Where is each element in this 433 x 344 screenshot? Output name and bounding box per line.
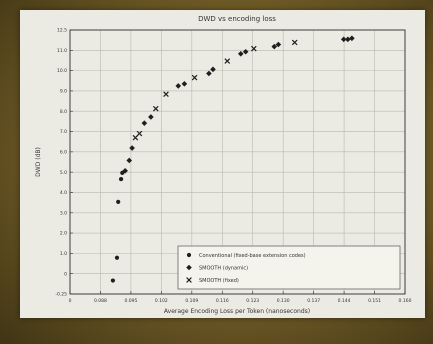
data-point-cross	[224, 58, 231, 64]
y-tick-label: 12.5	[57, 28, 67, 34]
data-point-diamond	[181, 81, 188, 87]
data-point-dot	[114, 255, 120, 260]
y-tick-label: -0.25	[55, 292, 67, 298]
chart-title: DWD vs encoding loss	[198, 15, 276, 23]
legend-label: SMOOTH (fixed)	[199, 278, 239, 284]
data-point-diamond	[126, 157, 133, 164]
legend-entry: SMOOTH (fixed)	[186, 277, 239, 284]
x-tick-label: 0.151	[368, 298, 381, 304]
y-tick-label: 10.0	[57, 68, 67, 74]
data-point-cross	[291, 39, 298, 46]
x-tick-label: 0.109	[185, 298, 198, 304]
legend-marker-cross	[186, 277, 192, 283]
data-point-dot	[120, 170, 125, 175]
data-point-diamond	[206, 70, 212, 77]
x-tick-label: 0.144	[338, 298, 351, 304]
legend-label: SMOOTH (dynamic)	[199, 266, 248, 272]
x-tick-label: 0.116	[216, 298, 229, 304]
y-tick-label: 1.0	[60, 251, 67, 257]
y-tick-label: 2.0	[60, 231, 67, 237]
data-point-cross	[251, 45, 257, 52]
data-point-diamond	[141, 120, 148, 126]
data-point-diamond	[175, 83, 182, 89]
y-axis-label: DWD (dB)	[35, 147, 42, 177]
y-tick-label: 0	[64, 271, 67, 277]
x-tick-label: 0.137	[307, 298, 320, 304]
data-point-cross	[132, 134, 139, 141]
data-points	[110, 35, 355, 283]
y-tick-label: 5.0	[60, 170, 67, 176]
data-point-diamond	[148, 114, 154, 120]
data-point-diamond	[242, 48, 249, 55]
legend-box	[177, 245, 401, 290]
data-point-dot	[118, 176, 124, 182]
data-point-diamond	[345, 36, 351, 43]
y-tick-label: 6.0	[60, 149, 67, 155]
series-diamond	[122, 35, 355, 174]
legend-label: Conventional (fixed-base extension codes…	[199, 253, 306, 259]
x-tick-label: 0.130	[277, 298, 290, 304]
x-tick-label: 0	[69, 298, 72, 304]
legend-marker-dot	[186, 252, 192, 258]
data-point-dot	[116, 199, 121, 204]
grid-lines	[70, 30, 405, 294]
plot-frame	[69, 29, 406, 295]
chart-figure: DWD vs encoding loss 0 0.088 0.095 0.102 0.1…	[20, 10, 425, 318]
legend-entry: SMOOTH (dynamic)	[186, 264, 248, 272]
data-point-diamond	[275, 41, 282, 48]
data-point-diamond	[349, 35, 355, 42]
y-tick-label: 4.0	[60, 190, 67, 196]
y-tick-label: 3.0	[60, 210, 67, 216]
scatter-chart: DWD vs encoding loss 0 0.088 0.095 0.102 0.1…	[35, 15, 412, 315]
x-tick-label: 0.095	[124, 298, 137, 304]
x-axis-ticks: 0 0.088 0.095 0.102 0.109 0.116 0.123 0.130 0.13…	[69, 291, 412, 304]
data-point-diamond	[271, 43, 278, 50]
data-point-cross	[136, 130, 143, 137]
y-tick-label: 9.0	[60, 89, 67, 95]
data-point-diamond	[210, 66, 216, 73]
data-point-cross	[191, 74, 198, 81]
x-tick-label: 0.123	[246, 298, 259, 304]
y-tick-label: 11.0	[57, 48, 67, 54]
x-tick-label: 0.102	[155, 298, 168, 304]
x-tick-label: 0.088	[94, 298, 107, 304]
y-tick-label: 8.0	[60, 109, 67, 115]
series-dot	[110, 170, 125, 283]
data-point-diamond	[237, 51, 244, 57]
data-point-dot	[110, 278, 115, 283]
y-tick-label: 7.0	[60, 129, 67, 135]
data-point-diamond	[340, 36, 347, 43]
legend-entry: Conventional (fixed-base extension codes…	[186, 252, 306, 259]
data-point-cross	[163, 91, 169, 98]
x-axis-label: Average Encoding Loss per Token (nanosec…	[164, 308, 310, 315]
x-tick-label: 0.160	[399, 298, 412, 304]
data-point-diamond	[122, 168, 128, 174]
series-cross	[132, 39, 298, 141]
data-point-cross	[152, 105, 159, 112]
legend-marker-diamond	[186, 264, 192, 271]
data-point-diamond	[129, 145, 135, 151]
legend: Conventional (fixed-base extension codes…	[177, 245, 401, 290]
y-axis-ticks: -0.25 0 1.0 2.0 3.0 4.0 5.0 6.0 7.0 8.0 9.0 10.0 11.…	[55, 28, 73, 298]
